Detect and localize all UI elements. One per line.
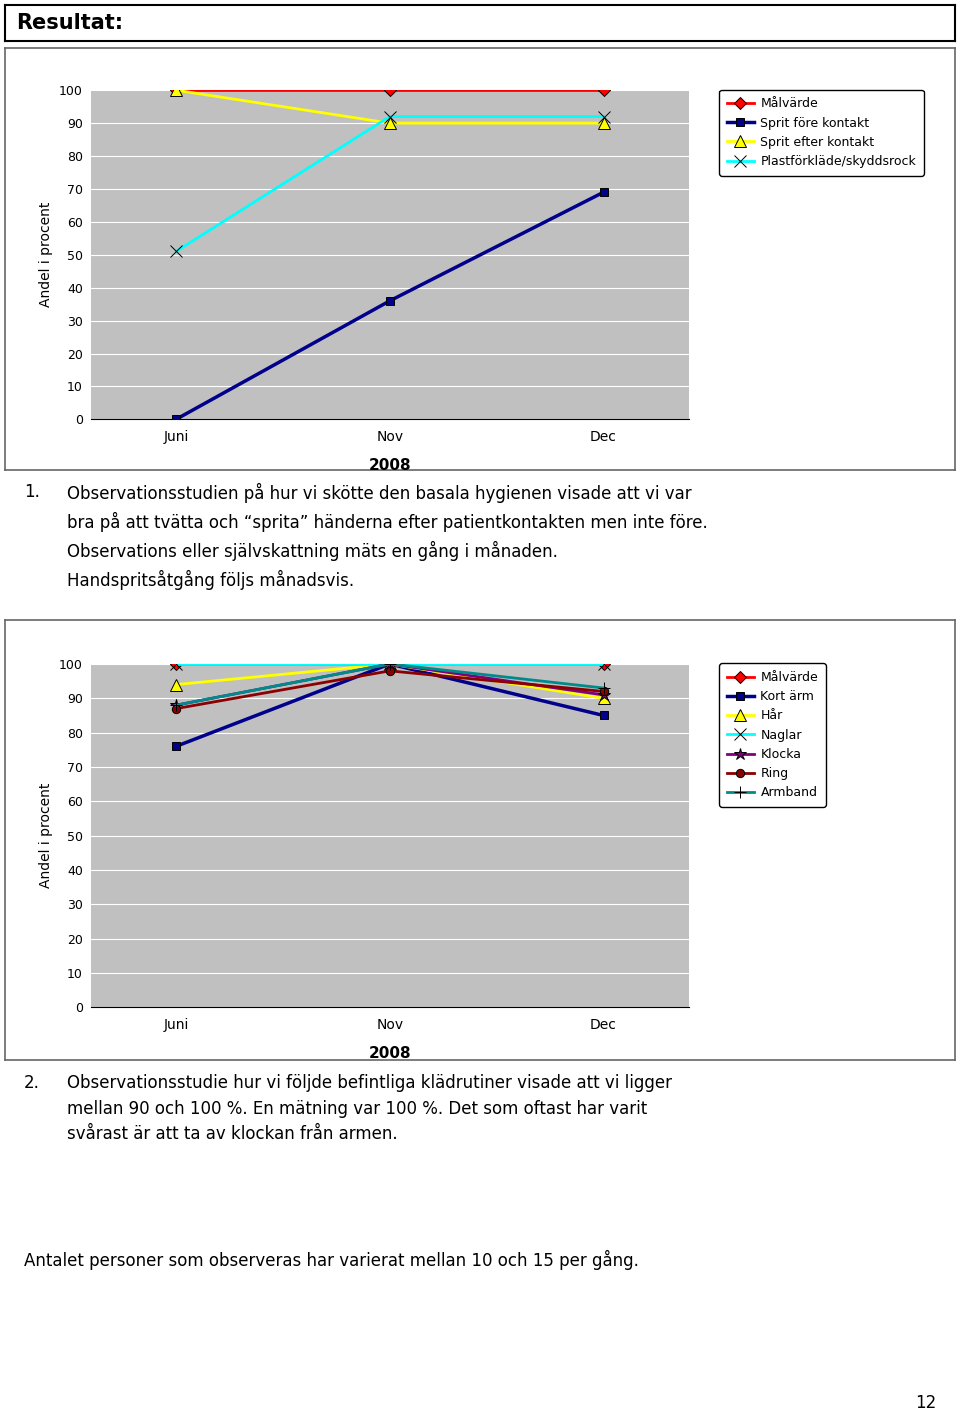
Ring (598, 683, 610, 700)
Line: Målvärde: Målvärde (172, 660, 608, 669)
Line: Naglar: Naglar (171, 659, 609, 670)
Plastförkläde/skyddsrock (384, 108, 396, 125)
Målvärde (170, 82, 181, 99)
Text: Observationsstudien på hur vi skötte den basala hygienen visade att vi var
bra p: Observationsstudien på hur vi skötte den… (67, 483, 708, 591)
Text: Observationsstudie hur vi följde befintliga klädrutiner visade att vi ligger
mel: Observationsstudie hur vi följde befintl… (67, 1074, 672, 1143)
Målvärde (598, 82, 610, 99)
Line: Kort ärm: Kort ärm (172, 660, 608, 751)
Hår (598, 690, 610, 707)
X-axis label: 2008: 2008 (369, 1045, 411, 1061)
Klocka (170, 697, 181, 714)
Sprit före kontakt (384, 293, 396, 310)
Ring (170, 700, 181, 717)
Ring (384, 662, 396, 679)
Målvärde (384, 656, 396, 673)
Text: 2.: 2. (24, 1074, 40, 1092)
X-axis label: 2008: 2008 (369, 457, 411, 473)
Armband (170, 697, 181, 714)
Text: Resultat:: Resultat: (16, 13, 124, 33)
Y-axis label: Andel i procent: Andel i procent (39, 782, 54, 889)
Line: Armband: Armband (171, 659, 609, 711)
Line: Målvärde: Målvärde (172, 87, 608, 94)
Armband (598, 680, 610, 697)
Line: Hår: Hår (171, 659, 609, 704)
Naglar (384, 656, 396, 673)
Line: Sprit efter kontakt: Sprit efter kontakt (171, 85, 609, 129)
Klocka (598, 686, 610, 703)
Hår (170, 676, 181, 693)
Sprit efter kontakt (170, 82, 181, 99)
Legend: Målvärde, Sprit före kontakt, Sprit efter kontakt, Plastförkläde/skyddsrock: Målvärde, Sprit före kontakt, Sprit efte… (719, 89, 924, 176)
Sprit före kontakt (170, 410, 181, 427)
Sprit efter kontakt (384, 115, 396, 132)
Sprit efter kontakt (598, 115, 610, 132)
Sprit före kontakt (598, 183, 610, 200)
Målvärde (598, 656, 610, 673)
Kort ärm (384, 656, 396, 673)
Hår (384, 656, 396, 673)
Text: 1.: 1. (24, 483, 40, 501)
Naglar (170, 656, 181, 673)
Line: Plastförkläde/skyddsrock: Plastförkläde/skyddsrock (171, 111, 609, 257)
Text: 12: 12 (915, 1393, 936, 1411)
Legend: Målvärde, Kort ärm, Hår, Naglar, Klocka, Ring, Armband: Målvärde, Kort ärm, Hår, Naglar, Klocka,… (719, 663, 826, 807)
Line: Klocka: Klocka (170, 657, 610, 711)
Kort ärm (598, 707, 610, 724)
Y-axis label: Andel i procent: Andel i procent (39, 202, 54, 308)
Målvärde (384, 82, 396, 99)
Naglar (598, 656, 610, 673)
Plastförkläde/skyddsrock (170, 243, 181, 260)
Line: Sprit före kontakt: Sprit före kontakt (172, 187, 608, 423)
Plastförkläde/skyddsrock (598, 108, 610, 125)
Klocka (384, 656, 396, 673)
Line: Ring: Ring (172, 667, 608, 713)
Målvärde (170, 656, 181, 673)
Kort ärm (170, 738, 181, 755)
Armband (384, 656, 396, 673)
Text: Antalet personer som observeras har varierat mellan 10 och 15 per gång.: Antalet personer som observeras har vari… (24, 1250, 638, 1269)
